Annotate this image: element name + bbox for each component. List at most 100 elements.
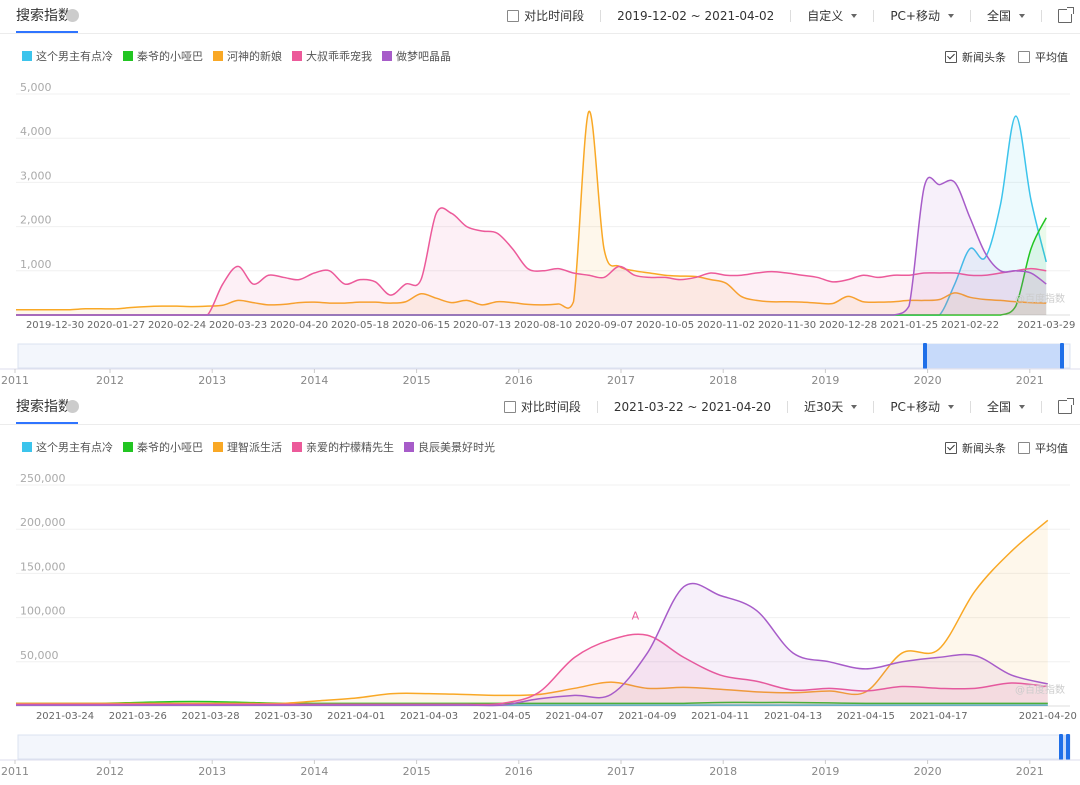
- x-tick-label: 2020-09-07: [575, 320, 633, 331]
- legend-item[interactable]: 这个男主有点冷: [22, 439, 113, 455]
- legend-label: 河神的新娘: [227, 50, 282, 63]
- device-select[interactable]: PC+移动: [890, 398, 954, 415]
- navigator-year: 2012: [96, 374, 124, 387]
- share-arrow: [1067, 397, 1074, 405]
- date-range[interactable]: 2021-03-22 ~ 2021-04-20: [613, 399, 772, 414]
- x-tick-label: 2021-04-15: [837, 711, 895, 722]
- toolbar: 对比时间段 2021-03-22 ~ 2021-04-20 近30天 PC+移动 全国: [503, 397, 1074, 415]
- plot: [16, 110, 1047, 316]
- y-tick-label: 1,000: [20, 258, 52, 271]
- checkbox[interactable]: [1018, 442, 1030, 454]
- legend-item[interactable]: 理智派生活: [213, 439, 282, 455]
- navigator-selection: [925, 344, 1062, 368]
- region-select-label: 全国: [986, 400, 1011, 414]
- checkbox-checked[interactable]: [945, 442, 957, 454]
- x-tick-label: 2020-06-15: [392, 320, 450, 331]
- x-tick-label: 2021-04-13: [764, 711, 822, 722]
- x-tick-label: 2021-02-22: [941, 320, 999, 331]
- separator: [969, 400, 971, 413]
- header-divider: [0, 424, 1080, 425]
- navigator-year: 2015: [403, 374, 431, 387]
- area: [16, 634, 1048, 706]
- news-toggle[interactable]: 新闻头条: [945, 440, 1006, 456]
- line: [16, 633, 1048, 706]
- navigator-year: 2012: [96, 765, 124, 778]
- average-toggle[interactable]: 平均值: [1018, 49, 1068, 65]
- average-label: 平均值: [1035, 51, 1068, 64]
- legend-item[interactable]: 做梦吧晶晶: [382, 48, 451, 64]
- compare-toggle[interactable]: 对比时间段: [503, 398, 581, 415]
- x-tick-label: 2020-05-18: [331, 320, 389, 331]
- navigator-year: 2018: [709, 374, 737, 387]
- navigator-year: 2017: [607, 765, 635, 778]
- panel: 1,000 2,000 3,000 4,000 5,000 2019-12-30 2020-…: [0, 0, 1080, 391]
- legend-item[interactable]: 这个男主有点冷: [22, 48, 113, 64]
- legend-label: 做梦吧晶晶: [396, 50, 451, 63]
- checkbox[interactable]: [503, 400, 516, 413]
- checkbox[interactable]: [507, 9, 520, 22]
- x-tick-label: 2020-01-27: [87, 320, 145, 331]
- navigator-year: 2019: [811, 765, 839, 778]
- period-select[interactable]: 自定义: [807, 7, 858, 24]
- period-select[interactable]: 近30天: [804, 398, 858, 415]
- legend-item[interactable]: 亲爱的柠檬精先生: [292, 439, 394, 455]
- x-tick-label: 2020-03-23: [209, 320, 267, 331]
- navigator-year: 2015: [403, 765, 431, 778]
- checkbox-checked[interactable]: [945, 51, 957, 63]
- checkbox[interactable]: [1018, 51, 1030, 63]
- legend-item[interactable]: 良辰美景好时光: [404, 439, 495, 455]
- legend-swatch: [292, 51, 302, 61]
- legend-item[interactable]: 秦爷的小哑巴: [123, 48, 203, 64]
- legend-label: 这个男主有点冷: [36, 50, 113, 63]
- compare-toggle[interactable]: 对比时间段: [507, 7, 584, 24]
- watermark: @百度指数: [1015, 292, 1065, 305]
- help-icon: [66, 400, 79, 413]
- y-tick-label: 200,000: [20, 516, 66, 529]
- share-button[interactable]: [1058, 397, 1074, 414]
- device-select[interactable]: PC+移动: [890, 7, 954, 24]
- area: [16, 177, 1047, 315]
- legend-label: 秦爷的小哑巴: [137, 50, 203, 63]
- legend-swatch: [123, 51, 133, 61]
- navigator-year: 2019: [811, 374, 839, 387]
- x-tick-label: 2020-07-13: [453, 320, 511, 331]
- navigator-year: 2017: [607, 374, 635, 387]
- x-tick-label: 2021-03-28: [182, 711, 240, 722]
- legend-swatch: [382, 51, 392, 61]
- region-select[interactable]: 全国: [987, 398, 1025, 415]
- device-select-label: PC+移动: [890, 9, 940, 23]
- header-divider: [0, 33, 1080, 34]
- legend-swatch: [22, 51, 32, 61]
- y-tick-label: 3,000: [20, 169, 52, 182]
- news-label: 新闻头条: [962, 51, 1006, 64]
- legend-item[interactable]: 秦爷的小哑巴: [123, 439, 203, 455]
- separator: [596, 400, 598, 413]
- y-tick-label: 250,000: [20, 472, 66, 485]
- x-tick-label: 2021-04-11: [691, 711, 749, 722]
- annotation: A: [632, 609, 640, 622]
- title-underline: [16, 31, 78, 33]
- y-tick-label: 4,000: [20, 125, 52, 138]
- region-select[interactable]: 全国: [987, 7, 1025, 24]
- average-toggle[interactable]: 平均值: [1018, 440, 1068, 456]
- panel-title: 搜索指数: [16, 8, 72, 24]
- legend: 这个男主有点冷 秦爷的小哑巴 理智派生活 亲爱的柠檬精先生 良辰美景好时光: [22, 439, 495, 455]
- legend-swatch: [404, 442, 414, 452]
- share-button[interactable]: [1058, 6, 1074, 23]
- legend-label: 这个男主有点冷: [36, 441, 113, 454]
- separator: [873, 400, 875, 413]
- y-tick-label: 2,000: [20, 214, 52, 227]
- legend-item[interactable]: 大叔乖乖宠我: [292, 48, 372, 64]
- legend-label: 亲爱的柠檬精先生: [306, 441, 394, 454]
- navigator-handle: [1060, 343, 1064, 369]
- navigator-year: 2014: [300, 374, 328, 387]
- navigator-handle: [1059, 734, 1063, 760]
- check-mark: [947, 51, 955, 60]
- news-toggle[interactable]: 新闻头条: [945, 49, 1006, 65]
- separator: [1041, 400, 1042, 413]
- legend-item[interactable]: 河神的新娘: [213, 48, 282, 64]
- date-range[interactable]: 2019-12-02 ~ 2021-04-02: [617, 8, 775, 23]
- line: [16, 700, 1048, 705]
